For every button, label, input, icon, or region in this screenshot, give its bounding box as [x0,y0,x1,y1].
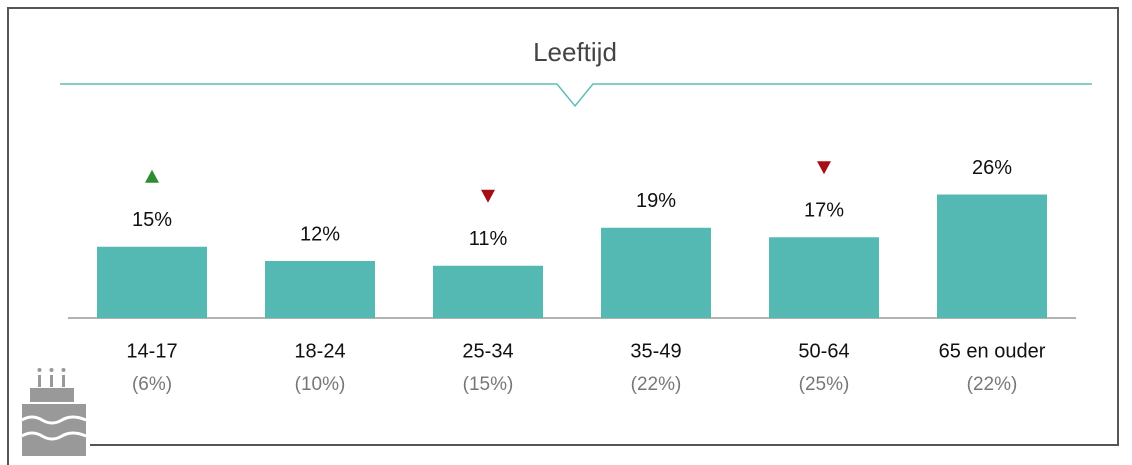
category-note: (10%) [295,374,346,395]
value-label: 26% [972,157,1012,179]
value-label: 12% [300,223,340,245]
category-note: (22%) [967,374,1018,395]
bar [265,261,375,318]
value-label: 15% [132,209,172,231]
cake-icon [21,368,87,456]
value-label: 11% [469,228,508,250]
category-note: (15%) [463,374,514,395]
marker-down [817,161,831,175]
category-note: (6%) [132,374,172,395]
frame [7,7,1119,465]
bar [769,237,879,318]
bar [601,227,711,318]
bar [97,246,207,318]
category-note: (22%) [631,374,682,395]
bar [937,194,1047,318]
x-tick-label: 65 en ouder [939,340,1046,362]
marker-down [481,189,495,203]
x-tick-label: 25-34 [462,340,513,362]
value-label: 17% [804,200,844,222]
chart-title: Leeftijd [533,37,617,67]
x-tick-label: 14-17 [126,340,177,362]
category-note: (25%) [799,374,850,395]
value-label: 19% [636,190,676,212]
marker-up [145,169,159,183]
x-tick-label: 50-64 [798,340,849,362]
x-tick-label: 18-24 [294,340,345,362]
x-tick-label: 35-49 [630,340,681,362]
bar [433,265,543,318]
title-underline [60,83,1092,108]
